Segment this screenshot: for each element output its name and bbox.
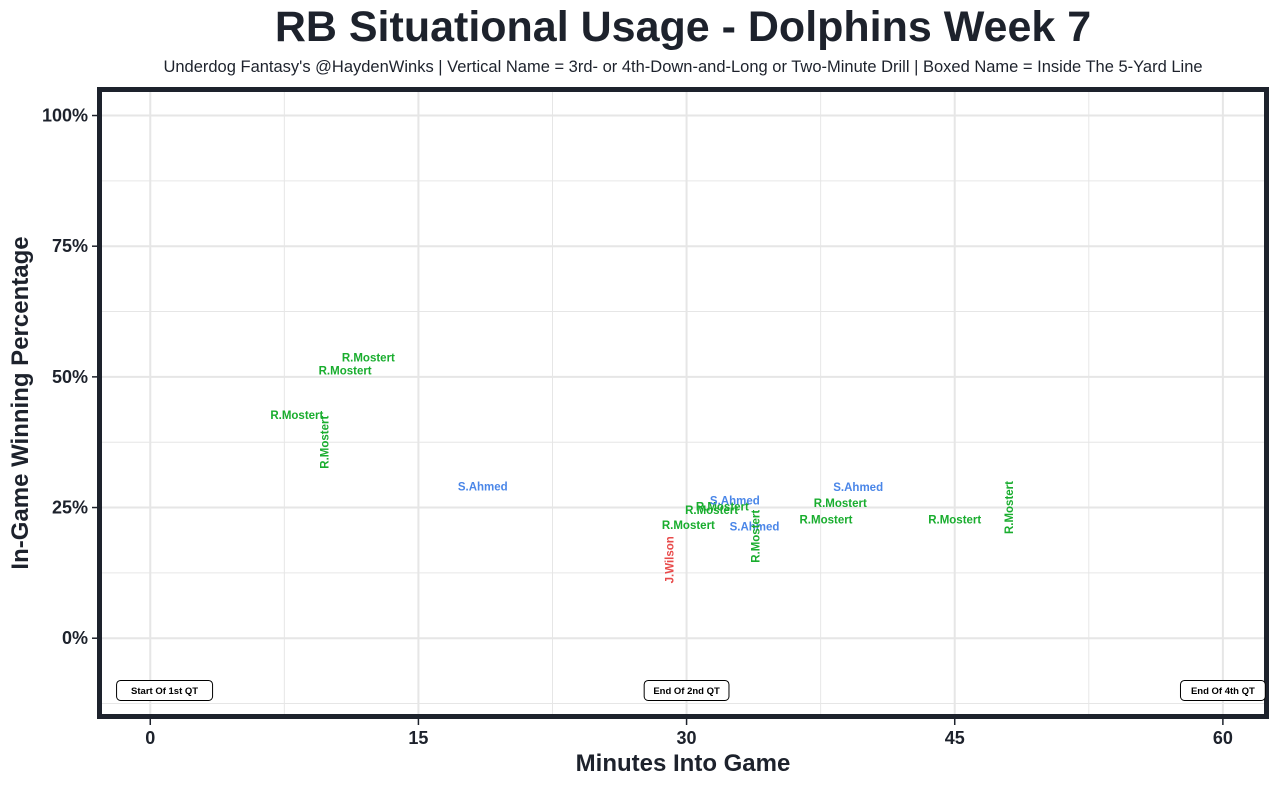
data-point-label: R.Mostert [270,410,323,422]
data-point-label: R.Mostert [342,353,395,365]
annotation-box [1179,679,1266,701]
minor-gridlines [102,92,1264,714]
x-tick-label: 30 [677,728,697,748]
quarter-annotation: End Of 2nd QT [643,679,730,701]
data-point-label: R.Mostert [685,505,738,517]
data-point-label: R.Mostert [799,515,852,527]
data-point-label: R.Mostert [750,510,762,563]
y-tick-label: 0% [62,628,88,648]
y-axis-title: In-Game Winning Percentage [7,236,34,569]
x-tick-label: 0 [145,728,155,748]
quarter-annotations: Start Of 1st QT End Of 2nd QT End Of 4th Q… [116,679,1266,701]
y-tick-label: 75% [52,236,88,256]
data-point-label: R.Mostert [319,416,331,469]
plot-frame [97,87,1269,719]
annotation-box [116,679,214,701]
x-axis-ticks: 0 15 30 45 60 [145,719,1233,748]
data-labels: R.MostertR.MostertR.MostertR.MostertS.Ah… [270,353,1016,584]
x-tick-label: 45 [945,728,965,748]
x-tick-label: 60 [1213,728,1233,748]
annotation-label: End Of 2nd QT [653,686,720,697]
x-axis-title: Minutes Into Game [576,750,791,777]
data-point-label: J.Wilson [664,536,676,583]
major-gridlines [102,92,1264,714]
annotation-label: End Of 4th QT [1191,686,1255,697]
data-point-label: R.Mostert [814,498,867,510]
data-point-label: S.Ahmed [730,521,780,533]
y-axis-ticks: 0% 25% 50% 75% 100% [42,106,97,648]
x-tick-label: 15 [408,728,428,748]
data-point-label: R.Mostert [928,515,981,527]
data-point-label: R.Mostert [662,520,715,532]
chart-subtitle: Underdog Fantasy's @HaydenWinks | Vertic… [163,58,1203,76]
annotation-box [643,679,730,701]
data-point-label: S.Ahmed [458,482,508,494]
quarter-annotation: End Of 4th QT [1179,679,1266,701]
data-point-label: R.Mostert [319,366,372,378]
data-point-label: S.Ahmed [833,482,883,494]
y-tick-label: 50% [52,367,88,387]
annotation-label: Start Of 1st QT [131,686,198,697]
y-tick-label: 100% [42,106,88,126]
data-point-label: S.Ahmed [710,495,760,507]
data-point-label: R.Mostert [696,502,749,514]
quarter-annotation: Start Of 1st QT [116,679,214,701]
chart-title: RB Situational Usage - Dolphins Week 7 [274,3,1092,51]
y-tick-label: 25% [52,498,88,518]
data-point-label: R.Mostert [1004,481,1016,534]
